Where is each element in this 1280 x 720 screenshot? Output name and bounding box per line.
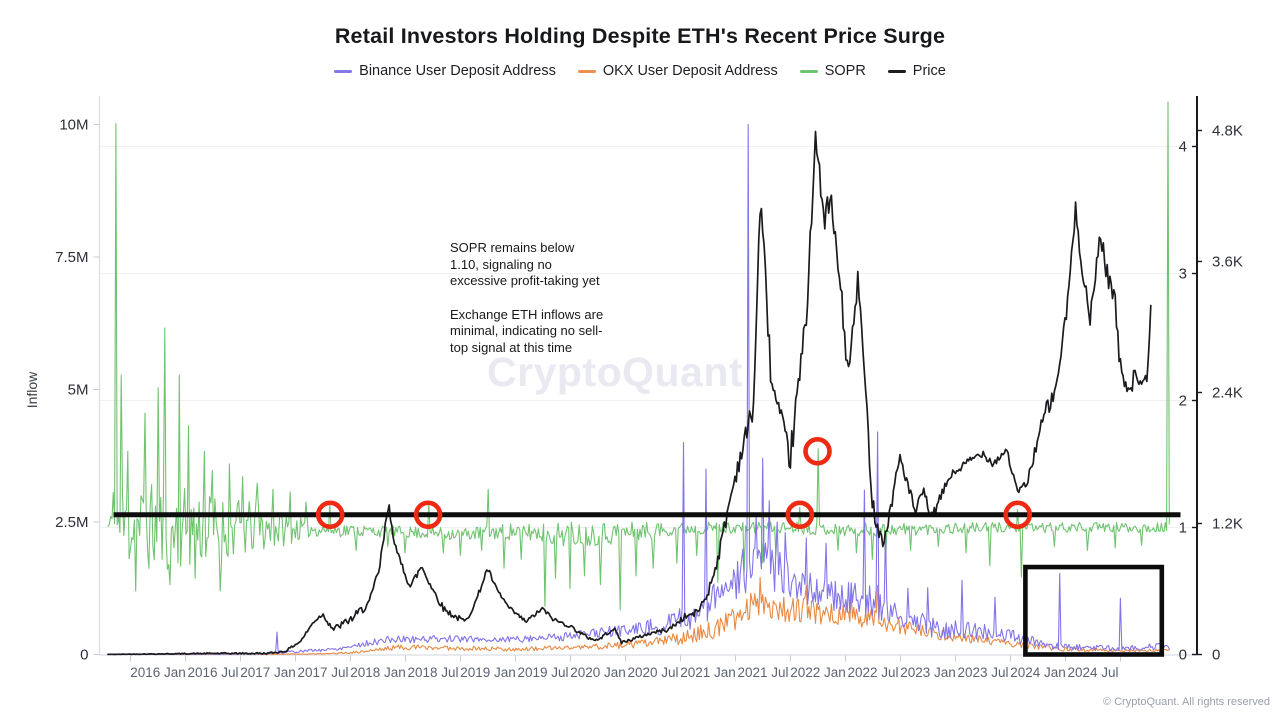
x-tick-label: 2018 Jul <box>407 665 458 680</box>
legend-label: SOPR <box>824 63 866 79</box>
left-axis-ticks: 0 2.5M 5M 7.5M 10M Inflow <box>24 117 100 664</box>
sopr-tick-label: 3 <box>1179 266 1187 283</box>
legend-swatch <box>577 69 596 73</box>
price-tick-label: 2.4K <box>1212 384 1243 401</box>
x-tick-label: 2016 Jul <box>187 665 238 680</box>
price-tick-label: 4.8K <box>1212 122 1243 139</box>
left-tick-label: 2.5M <box>55 514 88 531</box>
legend-item-price[interactable]: Price <box>887 63 946 79</box>
annotation-note: SOPR remains below 1.10, signaling no ex… <box>450 240 603 356</box>
chart-legend: Binance User Deposit Address OKX User Dep… <box>0 63 1280 79</box>
axes <box>98 96 1198 656</box>
left-tick-label: 5M <box>68 382 89 399</box>
red-circle-marker <box>1003 500 1033 530</box>
x-tick-label: 2017 Jan <box>240 665 296 680</box>
x-axis-ticks: 2016 Jan 2016 Jul 2017 Jan 2017 Jul 2018 Jan… <box>130 655 1121 680</box>
x-tick-label: 2020 Jul <box>627 665 678 680</box>
sopr-tick-label: 1 <box>1179 520 1187 537</box>
legend-label: Price <box>912 63 946 79</box>
annotation-sopr-text: SOPR remains below 1.10, signaling no ex… <box>450 240 600 288</box>
red-circle-marker <box>785 500 815 530</box>
red-circle-marker <box>413 500 443 530</box>
legend-swatch <box>334 69 353 73</box>
series-price-path <box>107 130 1152 656</box>
x-tick-label: 2024 Jan <box>1010 665 1066 680</box>
copyright-text: © CryptoQuant. All rights reserved <box>1102 696 1270 708</box>
left-axis-title: Inflow <box>24 371 40 408</box>
x-tick-label: 2019 Jul <box>517 665 568 680</box>
red-circle-markers <box>315 436 1033 530</box>
x-tick-label: 2021 Jan <box>680 665 736 680</box>
x-tick-label: 2022 Jul <box>847 665 898 680</box>
sopr-tick-label: 4 <box>1179 139 1187 156</box>
legend-swatch <box>799 69 818 73</box>
x-tick-label: 2021 Jul <box>737 665 788 680</box>
series-okx-path <box>107 577 1170 655</box>
x-tick-label: 2017 Jul <box>297 665 348 680</box>
x-tick-label: 2024 Jul <box>1067 665 1118 680</box>
grid-lines <box>99 146 1197 528</box>
sopr-tick-label: 2 <box>1179 393 1187 410</box>
red-circle-marker <box>803 436 832 466</box>
legend-item-binance[interactable]: Binance User Deposit Address <box>334 63 556 79</box>
legend-swatch <box>887 69 906 73</box>
x-tick-label: 2016 Jan <box>130 665 186 680</box>
left-tick-label: 10M <box>59 117 88 134</box>
x-tick-label: 2023 Jan <box>900 665 956 680</box>
highlight-box <box>1023 564 1165 657</box>
series-sopr-path <box>107 101 1170 611</box>
legend-label: OKX User Deposit Address <box>602 63 778 79</box>
x-tick-label: 2022 Jan <box>790 665 846 680</box>
x-tick-label: 2019 Jan <box>460 665 516 680</box>
series-binance-path <box>107 123 1170 655</box>
x-tick-label: 2020 Jan <box>570 665 626 680</box>
price-tick-label: 1.2K <box>1212 515 1243 532</box>
legend-label: Binance User Deposit Address <box>359 63 556 79</box>
x-tick-label: 2018 Jan <box>350 665 406 680</box>
chart-title: Retail Investors Holding Despite ETH's R… <box>334 24 946 48</box>
legend-item-sopr[interactable]: SOPR <box>799 63 866 79</box>
red-circle-marker <box>315 500 345 530</box>
right-price-ticks: 0 1.2K 2.4K 3.6K 4.8K <box>1197 122 1243 664</box>
price-tick-label: 0 <box>1212 647 1220 664</box>
price-tick-label: 3.6K <box>1212 253 1243 270</box>
sopr-tick-label: 0 <box>1179 647 1187 664</box>
right-sopr-ticks: 0 1 2 3 4 <box>1179 139 1197 664</box>
left-tick-label: 0 <box>80 647 88 664</box>
left-tick-label: 7.5M <box>55 249 88 266</box>
x-tick-label: 2023 Jul <box>957 665 1008 680</box>
annotation-inflow-text: Exchange ETH inflows are minimal, indica… <box>450 306 604 355</box>
legend-item-okx[interactable]: OKX User Deposit Address <box>577 63 778 79</box>
plot-area <box>107 101 1170 656</box>
cryptoquant-watermark: CryptoQuant <box>487 349 744 395</box>
